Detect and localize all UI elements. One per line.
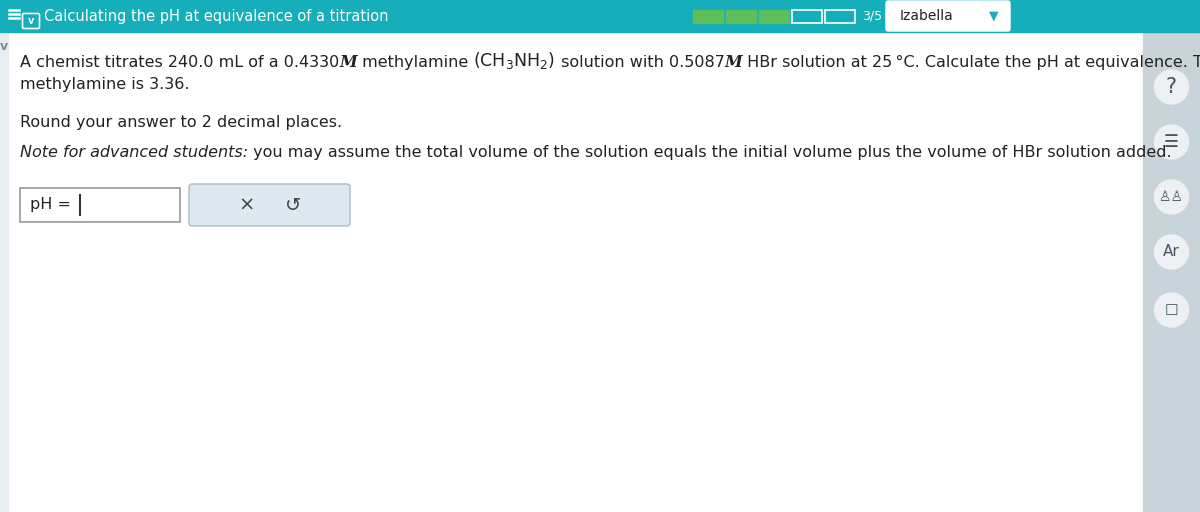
FancyBboxPatch shape (886, 1, 1010, 31)
Text: Note for advanced students:: Note for advanced students: (20, 145, 248, 160)
Text: solution with 0.5087: solution with 0.5087 (556, 55, 725, 70)
Text: A chemist titrates 240.0 mL of a 0.4330: A chemist titrates 240.0 mL of a 0.4330 (20, 55, 340, 70)
Circle shape (1154, 125, 1188, 159)
Circle shape (1154, 293, 1188, 327)
Text: ▼: ▼ (989, 10, 998, 23)
FancyBboxPatch shape (190, 184, 350, 226)
Text: HBr solution at 25 °C. Calculate the pH at equivalence. The: HBr solution at 25 °C. Calculate the pH … (742, 55, 1200, 70)
Text: ↺: ↺ (284, 196, 301, 215)
Text: ♙♙: ♙♙ (1159, 190, 1184, 204)
Text: v: v (0, 39, 8, 53)
Text: methylamine: methylamine (358, 55, 473, 70)
Circle shape (1154, 235, 1188, 269)
Bar (826, 10, 854, 23)
Bar (0, 32, 8, 512)
Text: v: v (28, 16, 34, 26)
Text: methylamine is 3.36.: methylamine is 3.36. (20, 77, 190, 92)
Text: Round your answer to 2 decimal places.: Round your answer to 2 decimal places. (20, 115, 342, 130)
Bar (760, 10, 790, 23)
Text: $\left(\mathrm{CH_3NH_2}\right)$: $\left(\mathrm{CH_3NH_2}\right)$ (473, 50, 556, 71)
Text: ?: ? (1166, 77, 1177, 97)
Text: Izabella: Izabella (900, 9, 954, 23)
Text: pH =: pH = (30, 198, 76, 212)
Text: ×: × (238, 196, 254, 215)
Text: M: M (340, 54, 358, 71)
Bar (0, 0, 1200, 32)
Text: M: M (725, 54, 742, 71)
Text: Ar: Ar (1163, 245, 1180, 260)
FancyBboxPatch shape (23, 13, 40, 29)
Text: you may assume the total volume of the solution equals the initial volume plus t: you may assume the total volume of the s… (248, 145, 1171, 160)
Text: ☐: ☐ (1165, 303, 1178, 317)
Circle shape (1154, 180, 1188, 214)
Text: Calculating the pH at equivalence of a titration: Calculating the pH at equivalence of a t… (44, 9, 389, 24)
Circle shape (1154, 70, 1188, 104)
Bar (792, 10, 822, 23)
Bar (20, 188, 180, 222)
Text: 3/5: 3/5 (862, 10, 882, 23)
Bar (694, 10, 722, 23)
Text: ☰: ☰ (1164, 133, 1178, 151)
Bar (726, 10, 756, 23)
Bar (1142, 32, 1200, 512)
